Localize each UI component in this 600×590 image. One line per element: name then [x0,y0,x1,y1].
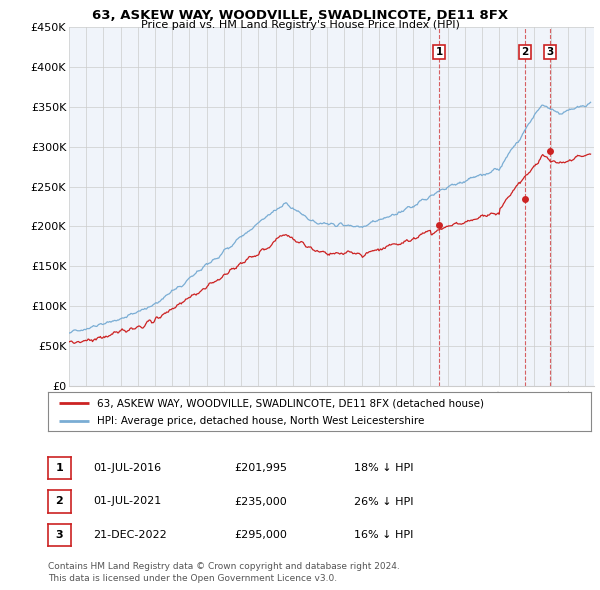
Text: 1: 1 [56,463,63,473]
Text: 26% ↓ HPI: 26% ↓ HPI [354,497,413,506]
Text: 01-JUL-2021: 01-JUL-2021 [93,497,161,506]
Text: 63, ASKEW WAY, WOODVILLE, SWADLINCOTE, DE11 8FX (detached house): 63, ASKEW WAY, WOODVILLE, SWADLINCOTE, D… [97,398,484,408]
Text: 3: 3 [547,47,554,57]
Text: 18% ↓ HPI: 18% ↓ HPI [354,463,413,473]
Text: 01-JUL-2016: 01-JUL-2016 [93,463,161,473]
Text: This data is licensed under the Open Government Licence v3.0.: This data is licensed under the Open Gov… [48,573,337,583]
Text: 2: 2 [56,497,63,506]
Text: 2: 2 [521,47,529,57]
Text: 3: 3 [56,530,63,540]
Text: 21-DEC-2022: 21-DEC-2022 [93,530,167,540]
Text: £295,000: £295,000 [234,530,287,540]
Text: 63, ASKEW WAY, WOODVILLE, SWADLINCOTE, DE11 8FX: 63, ASKEW WAY, WOODVILLE, SWADLINCOTE, D… [92,9,508,22]
Text: Contains HM Land Registry data © Crown copyright and database right 2024.: Contains HM Land Registry data © Crown c… [48,562,400,571]
Text: 1: 1 [436,47,443,57]
Text: Price paid vs. HM Land Registry's House Price Index (HPI): Price paid vs. HM Land Registry's House … [140,20,460,30]
Text: HPI: Average price, detached house, North West Leicestershire: HPI: Average price, detached house, Nort… [97,416,424,426]
Text: £201,995: £201,995 [234,463,287,473]
Text: 16% ↓ HPI: 16% ↓ HPI [354,530,413,540]
Text: £235,000: £235,000 [234,497,287,506]
